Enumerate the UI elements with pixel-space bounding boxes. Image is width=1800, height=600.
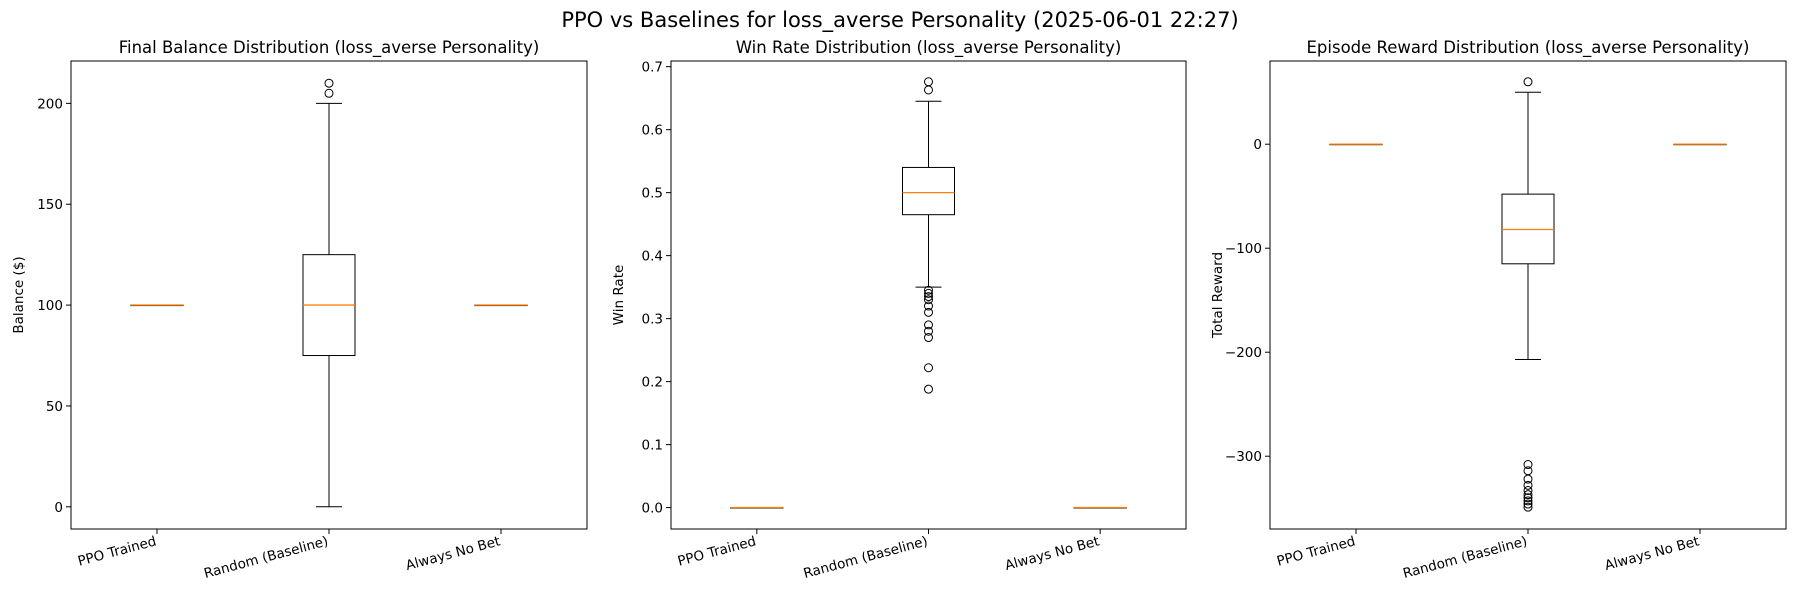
y-tick-label: 0.6 [642,123,663,139]
outlier-point [1523,474,1533,484]
outlier-point [324,88,334,98]
y-tick-label: 0.5 [642,186,663,202]
axes-frame [1269,60,1787,530]
outlier-point [1523,496,1533,506]
axes-frame [670,60,1187,530]
outlier-point [924,384,933,394]
outlier-point [924,326,933,336]
panel-title: Episode Reward Distribution (loss_averse… [1306,38,1749,58]
y-tick-label: 0.0 [642,501,663,517]
outlier-point [924,85,933,95]
x-tick-label: Random (Baseline) [802,533,930,582]
outlier-point [924,320,933,330]
y-tick-label: −100 [1225,241,1262,257]
chart-panel-3: Episode Reward Distribution (loss_averse… [1210,38,1787,582]
outlier-point [924,301,933,311]
y-tick-label: 0.4 [642,249,663,265]
box-2 [1673,143,1727,146]
y-tick-label: 0 [1253,137,1262,153]
box-0 [1329,143,1383,146]
box-2 [474,304,528,307]
x-tick-label: Always No Bet [404,533,502,574]
outlier-point [924,288,933,298]
y-tick-label: −200 [1225,345,1262,361]
panel-title: Win Rate Distribution (loss_averse Perso… [736,38,1122,58]
box-2 [1073,506,1127,509]
outlier-point [924,363,933,373]
y-tick-label: 0.7 [642,60,663,76]
y-tick-label: 100 [37,298,63,314]
figure-title: PPO vs Baselines for loss_averse Persona… [561,8,1238,33]
y-axis-label: Total Reward [1210,252,1226,339]
chart-panel-1: Final Balance Distribution (loss_averse … [11,38,588,582]
chart-panel-2: Win Rate Distribution (loss_averse Perso… [611,38,1187,582]
outlier-point [924,307,933,317]
outlier-point [1523,499,1533,509]
outlier-point [324,78,334,88]
x-tick-label: PPO Trained [676,533,758,569]
y-tick-label: 200 [37,96,63,112]
outlier-point [1523,460,1533,470]
x-tick-label: PPO Trained [76,533,158,569]
outlier-point [1523,493,1533,503]
outlier-point [1523,77,1533,87]
outlier-point [1523,466,1533,476]
x-tick-label: PPO Trained [1275,533,1357,569]
outlier-point [1523,480,1533,490]
x-tick-label: Always No Bet [1003,533,1101,574]
y-axis-label: Balance ($) [11,256,27,333]
y-tick-label: 0.1 [642,438,663,454]
axes-frame [70,60,588,530]
outlier-point [924,333,933,343]
x-tick-label: Random (Baseline) [202,533,330,582]
outlier-point [924,285,933,295]
outlier-point [924,295,933,305]
y-tick-label: 150 [37,197,63,213]
box-1 [902,77,955,394]
outlier-point [1523,486,1533,496]
x-tick-label: Always No Bet [1603,533,1701,574]
outlier-point [924,292,933,302]
box-0 [130,304,184,307]
y-tick-label: 0.2 [642,375,663,391]
box-0 [730,506,784,509]
y-tick-label: −300 [1225,449,1262,465]
x-tick-label: Random (Baseline) [1401,533,1529,582]
y-tick-label: 0.3 [642,312,663,328]
box-1 [1501,77,1555,512]
outlier-point [1523,490,1533,500]
panel-title: Final Balance Distribution (loss_averse … [119,38,540,58]
box-1 [302,78,356,508]
y-tick-label: 50 [46,399,63,415]
outlier-point [924,77,933,87]
y-axis-label: Win Rate [611,265,627,326]
box-body [902,166,955,216]
y-tick-label: 0 [54,500,63,516]
outlier-point [1523,502,1533,512]
